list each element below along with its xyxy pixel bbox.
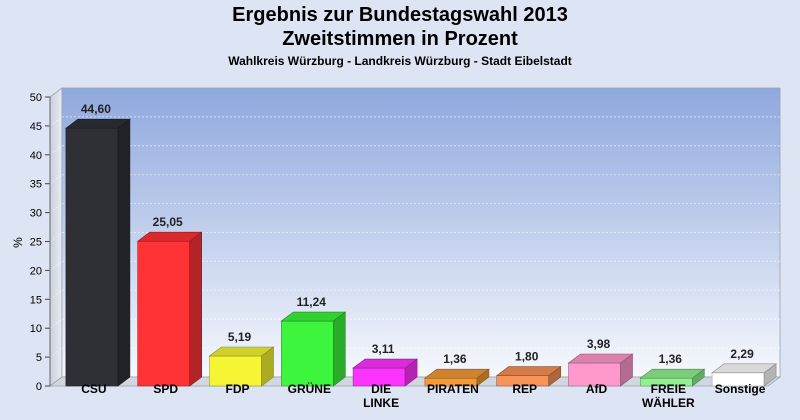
- value-label: 5,19: [228, 330, 252, 344]
- value-label: 1,80: [515, 350, 539, 364]
- y-tick-label: 5: [36, 352, 42, 364]
- bar-side: [332, 311, 346, 387]
- value-label: 3,98: [587, 337, 611, 351]
- value-label: 25,05: [153, 215, 183, 229]
- x-tick-label: CSU: [81, 382, 106, 396]
- gridline: [49, 347, 63, 358]
- y-tick-label: 30: [30, 208, 42, 220]
- bar: [711, 363, 777, 387]
- x-tick-label: SPD: [153, 382, 178, 396]
- x-tick-label: Sonstige: [715, 382, 766, 396]
- bar-top: [208, 346, 275, 357]
- bar: [423, 368, 490, 387]
- x-tick-label: REP: [512, 382, 537, 396]
- value-label: 3,11: [372, 342, 395, 356]
- gridline: [49, 318, 63, 329]
- gridline: [49, 116, 63, 127]
- bar-top: [65, 118, 131, 129]
- bar-front: [209, 355, 262, 387]
- bar-top: [352, 358, 419, 369]
- bar-front: [280, 320, 334, 387]
- x-tick-label: GRÜNE: [288, 381, 331, 396]
- bar: [639, 368, 706, 387]
- y-tick-label: 15: [30, 294, 42, 306]
- bar-front: [137, 240, 190, 387]
- gridline: [49, 232, 63, 242]
- bar-top: [280, 311, 347, 322]
- x-tick-label: DIE: [371, 382, 391, 396]
- bar: [352, 358, 419, 387]
- bar: [495, 365, 562, 387]
- side-wall: [49, 87, 63, 387]
- y-tick-label: 0: [36, 381, 42, 393]
- bar-top: [495, 366, 562, 376]
- value-label: 44,60: [81, 102, 111, 116]
- gridline: [49, 203, 63, 214]
- bar-top: [711, 363, 777, 374]
- bar-side: [117, 118, 131, 387]
- y-tick-label: 20: [30, 265, 42, 277]
- chart-title: Ergebnis zur Bundestagswahl 2013: [232, 4, 568, 26]
- bar: [208, 346, 275, 387]
- bar-top: [423, 368, 490, 379]
- y-tick-label: 50: [30, 92, 42, 104]
- y-tick-label: 45: [30, 121, 42, 133]
- y-axis-label: %: [11, 237, 25, 248]
- value-label: 1,36: [659, 352, 683, 366]
- gridline: [49, 289, 63, 300]
- gridline: [49, 174, 63, 185]
- y-tick-label: 40: [30, 150, 42, 162]
- bar-side: [189, 231, 202, 387]
- value-label: 2,29: [730, 347, 754, 361]
- x-tick-label: PIRATEN: [427, 382, 479, 396]
- chart-caption: Wahlkreis Würzburg - Landkreis Würzburg …: [228, 54, 572, 68]
- value-label: 1,36: [443, 352, 467, 366]
- x-tick-label: FREIE: [651, 382, 686, 396]
- gridline: [49, 145, 63, 156]
- bar-top: [567, 353, 634, 364]
- x-tick-label: AfD: [586, 382, 608, 396]
- bar: [136, 231, 203, 387]
- y-tick-label: 35: [30, 179, 42, 191]
- value-label: 11,24: [297, 295, 327, 309]
- bar-top: [639, 368, 706, 379]
- y-tick-label: 25: [30, 237, 42, 249]
- bar: [567, 353, 634, 387]
- gridline: [49, 260, 63, 271]
- x-tick-label: WÄHLER: [642, 395, 695, 410]
- bar-top: [136, 231, 203, 242]
- y-tick-label: 10: [30, 323, 42, 335]
- bar: [280, 311, 347, 387]
- x-tick-label: FDP: [226, 382, 250, 396]
- bar: [65, 118, 131, 387]
- x-tick-label: LINKE: [363, 396, 399, 410]
- chart-subtitle: Zweitstimmen in Prozent: [282, 28, 518, 50]
- bar-front: [65, 127, 119, 387]
